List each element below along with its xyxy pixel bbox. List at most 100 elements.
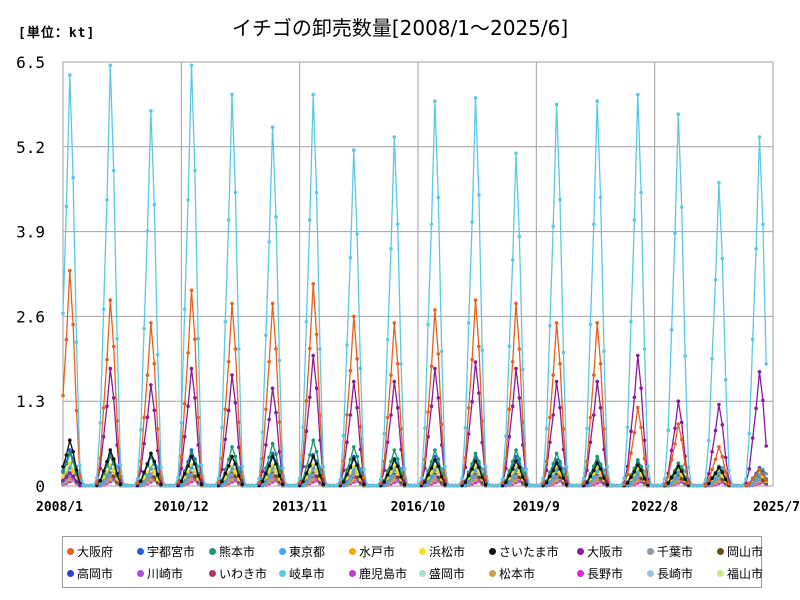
- data-point: [439, 422, 444, 427]
- data-point: [433, 474, 437, 479]
- data-point: [480, 475, 485, 480]
- data-point: [74, 340, 79, 345]
- data-point: [625, 472, 630, 477]
- data-point: [480, 419, 485, 423]
- data-point: [490, 483, 495, 488]
- data-point: [419, 476, 424, 481]
- data-point: [517, 475, 522, 480]
- data-point: [720, 423, 725, 427]
- data-point: [761, 222, 765, 227]
- series-line: [62, 448, 767, 487]
- data-point: [182, 480, 187, 484]
- data-point: [554, 102, 559, 107]
- data-point: [433, 478, 437, 483]
- x-tick-label: 2013/11: [272, 500, 327, 515]
- data-point: [152, 408, 157, 413]
- data-point: [352, 478, 356, 483]
- data-point: [470, 220, 474, 224]
- data-point: [510, 474, 515, 479]
- data-point: [68, 466, 72, 471]
- data-point: [750, 481, 755, 486]
- series-1: [61, 268, 768, 488]
- data-point: [348, 465, 353, 470]
- data-point: [439, 475, 444, 479]
- data-point: [345, 413, 349, 417]
- data-point: [710, 481, 714, 486]
- data-point: [331, 483, 336, 488]
- data-point: [554, 458, 559, 462]
- data-point: [514, 301, 518, 306]
- data-point: [139, 483, 143, 488]
- data-point: [260, 430, 265, 435]
- data-point: [470, 399, 474, 404]
- data-point: [544, 483, 549, 488]
- data-point: [179, 454, 184, 459]
- data-point: [450, 483, 454, 488]
- data-point: [281, 466, 285, 470]
- data-point: [757, 467, 762, 472]
- data-point: [321, 464, 326, 469]
- data-point: [186, 473, 190, 477]
- data-point: [429, 364, 434, 369]
- data-point: [74, 479, 79, 484]
- data-point: [754, 473, 758, 477]
- data-point: [260, 469, 265, 474]
- data-point: [629, 475, 633, 480]
- data-point: [673, 442, 677, 446]
- data-point: [355, 232, 359, 236]
- data-point: [105, 198, 109, 202]
- data-point: [585, 480, 589, 485]
- data-point: [663, 476, 667, 481]
- data-point: [652, 483, 657, 488]
- data-point: [193, 396, 197, 400]
- data-point: [595, 470, 599, 474]
- data-point: [71, 176, 75, 180]
- data-point: [230, 445, 234, 449]
- chart-legend: 大阪府 宇都宮市 熊本市 東京都 水戸市 浜松市 さいたま市 大阪市 千葉市 岡山市 高岡市 川崎市 い…: [62, 536, 763, 588]
- data-point: [152, 469, 157, 474]
- data-point: [595, 461, 599, 466]
- data-point: [159, 465, 163, 470]
- data-point: [561, 427, 566, 431]
- data-point: [649, 483, 654, 488]
- data-point: [392, 474, 397, 479]
- data-point: [314, 386, 319, 391]
- data-point: [382, 431, 387, 436]
- data-point: [541, 476, 545, 481]
- data-point: [750, 477, 755, 482]
- data-point: [311, 353, 316, 358]
- data-point: [142, 415, 146, 420]
- data-point: [602, 349, 606, 354]
- data-point: [399, 362, 403, 366]
- data-point: [111, 474, 116, 479]
- data-point: [646, 480, 650, 484]
- data-point: [199, 474, 204, 479]
- data-point: [277, 420, 282, 424]
- data-point: [203, 483, 207, 488]
- data-point: [720, 470, 725, 475]
- data-point: [507, 407, 512, 412]
- data-point: [477, 344, 481, 349]
- data-point: [622, 482, 626, 487]
- data-point: [636, 475, 640, 479]
- legend-marker: [419, 570, 426, 577]
- data-point: [264, 466, 268, 471]
- data-point: [676, 112, 681, 116]
- data-point: [507, 469, 512, 473]
- data-point: [548, 480, 552, 485]
- data-point: [406, 483, 410, 488]
- data-point: [368, 483, 373, 488]
- data-point: [592, 464, 596, 468]
- data-point: [602, 476, 606, 480]
- data-point: [642, 438, 647, 443]
- data-point: [68, 448, 72, 452]
- data-point: [737, 483, 741, 488]
- data-point: [507, 473, 512, 478]
- data-point: [723, 477, 728, 482]
- data-point: [230, 373, 234, 377]
- legend-label: 高岡市: [77, 567, 114, 581]
- data-point: [764, 478, 768, 483]
- data-point: [105, 459, 109, 464]
- data-point: [61, 474, 65, 479]
- data-point: [155, 472, 160, 477]
